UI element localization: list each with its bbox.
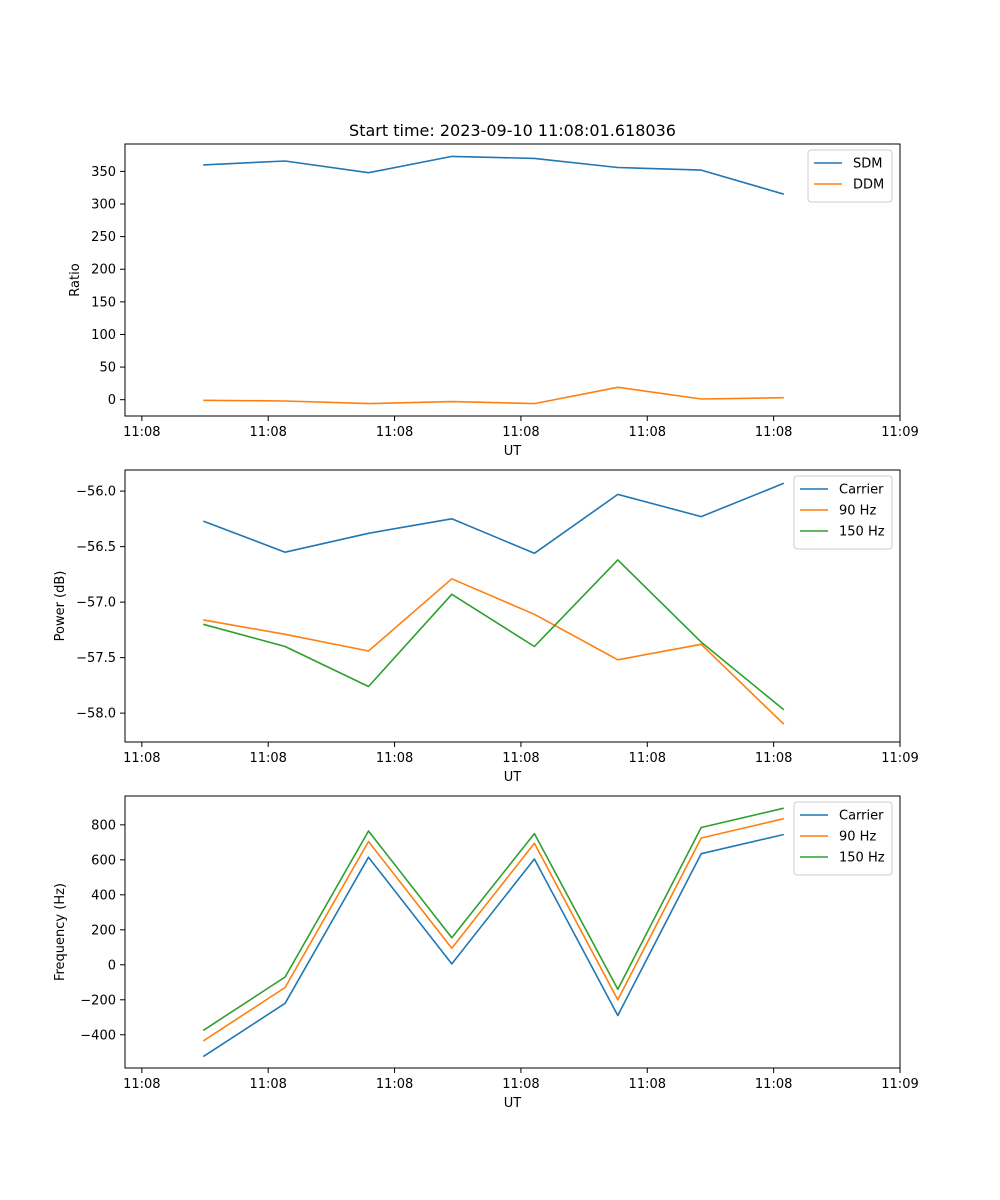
chart-panel-3: 11:08 11:08 11:08 11:08 11:08 11:08 11:09 −400 −… [53, 795, 919, 1111]
x-tick-label: 11:09 [881, 425, 918, 440]
x-tick-label: 11:08 [629, 751, 666, 766]
series-line-carrier [202, 833, 784, 1058]
x-tick-label: 11:08 [249, 1077, 286, 1092]
legend-label: SDM [853, 157, 882, 172]
x-axis-label: UT [504, 770, 522, 785]
x-tick-label: 11:08 [123, 751, 160, 766]
plot-area [124, 469, 901, 743]
x-tick-label: 11:08 [755, 425, 792, 440]
legend: SDM DDM [807, 149, 893, 203]
y-axis-label: Power (dB) [53, 571, 68, 642]
series-line-150-hz [203, 559, 785, 711]
y-tick-label: 250 [91, 230, 116, 245]
legend-label: DDM [853, 178, 884, 193]
y-tick-label: −57.5 [76, 651, 116, 666]
legend-label: 90 Hz [839, 830, 876, 845]
y-axis-label: Frequency (Hz) [53, 883, 68, 981]
series-line-90-hz [203, 577, 785, 725]
y-tick-label: 200 [91, 923, 116, 938]
x-tick-label: 11:08 [249, 751, 286, 766]
x-tick-label: 11:08 [249, 425, 286, 440]
legend-label: Carrier [839, 809, 884, 824]
y-tick-label: 350 [91, 165, 116, 180]
x-tick-label: 11:09 [881, 751, 918, 766]
y-tick-label: 800 [91, 818, 116, 833]
y-tick-label: 0 [108, 393, 116, 408]
chart-title: Start time: 2023-09-10 11:08:01.618036 [349, 121, 676, 140]
legend: Carrier 90 Hz 150 Hz [793, 475, 893, 550]
x-tick-label: 11:08 [502, 425, 539, 440]
y-tick-label: 400 [91, 888, 116, 903]
y-tick-label: −57.0 [76, 596, 116, 611]
x-tick-label: 11:08 [629, 425, 666, 440]
plot-area [124, 143, 901, 417]
chart-panel-2: 11:08 11:08 11:08 11:08 11:08 11:08 11:09 −58.0… [53, 469, 919, 785]
y-tick-label: 200 [91, 263, 116, 278]
y-tick-label: 100 [91, 328, 116, 343]
x-tick-label: 11:08 [376, 751, 413, 766]
series-line-ddm [203, 386, 784, 405]
x-tick-label: 11:08 [502, 1077, 539, 1092]
x-axis-label: UT [504, 1096, 522, 1111]
x-axis-label: UT [504, 444, 522, 459]
x-tick-label: 11:08 [376, 425, 413, 440]
plot-area [124, 795, 901, 1069]
x-tick-label: 11:08 [376, 1077, 413, 1092]
x-tick-label: 11:08 [123, 425, 160, 440]
x-tick-label: 11:08 [755, 751, 792, 766]
y-tick-label: −400 [80, 1028, 116, 1043]
y-tick-label: 150 [91, 295, 116, 310]
y-axis-label: Ratio [68, 263, 83, 296]
series-line-150-hz [202, 807, 784, 1032]
series-line-carrier [203, 482, 785, 555]
legend-label: 90 Hz [839, 504, 876, 519]
y-tick-label: −56.5 [76, 540, 116, 555]
x-tick-label: 11:08 [755, 1077, 792, 1092]
legend-label: Carrier [839, 483, 884, 498]
y-tick-label: 50 [99, 361, 116, 376]
y-tick-label: −58.0 [76, 707, 116, 722]
y-tick-label: 300 [91, 198, 116, 213]
series-line-sdm [203, 155, 785, 195]
y-tick-label: −200 [80, 993, 116, 1008]
x-tick-label: 11:08 [123, 1077, 160, 1092]
chart-panel-1: Start time: 2023-09-10 11:08:01.618036 11… [68, 121, 919, 459]
legend: Carrier 90 Hz 150 Hz [793, 801, 893, 876]
x-tick-label: 11:09 [881, 1077, 918, 1092]
series-line-90-hz [202, 817, 784, 1042]
x-tick-label: 11:08 [502, 751, 539, 766]
x-tick-label: 11:08 [629, 1077, 666, 1092]
y-tick-label: 0 [108, 958, 116, 973]
legend-label: 150 Hz [839, 525, 885, 540]
y-tick-label: −56.0 [76, 485, 116, 500]
y-tick-label: 600 [91, 853, 116, 868]
legend-label: 150 Hz [839, 851, 885, 866]
